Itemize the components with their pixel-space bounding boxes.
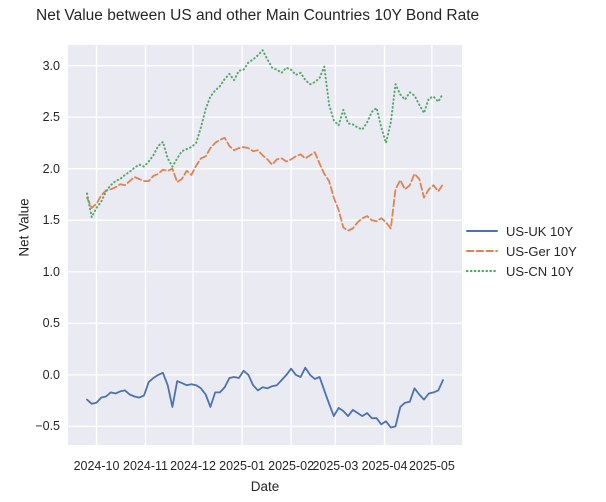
y-tick-label: 0.0 [42,367,60,382]
legend-line-sample-dashed [466,249,498,253]
y-tick-label: 2.0 [42,161,60,176]
x-tick-label: 2025-05 [408,459,455,473]
legend-item-us-uk: US-UK 10Y [466,221,577,241]
y-tick-label: 2.5 [42,110,60,125]
series-line-us-cn-10y [86,49,444,219]
y-axis-label: Net Value [16,197,32,257]
x-tick-label: 2024-10 [73,459,120,473]
series-line-us-uk-10y [86,366,444,429]
legend-label: US-CN 10Y [506,263,574,279]
series-line-us-ger-10y [86,136,444,232]
legend-item-us-ger: US-Ger 10Y [466,241,577,261]
legend-label: US-Ger 10Y [506,243,577,259]
x-tick-label: 2024-12 [170,459,216,473]
y-tick-label: 0.5 [42,316,60,331]
legend-line-sample-dotted [466,269,498,273]
y-tick-label: 3.0 [42,58,60,73]
legend-label: US-UK 10Y [506,223,574,239]
chart-title: Net Value between US and other Main Coun… [36,7,480,24]
legend-item-us-cn: US-CN 10Y [466,261,577,281]
legend: US-UK 10Y US-Ger 10Y US-CN 10Y [466,221,577,281]
x-tick-label: 2025-04 [361,459,408,473]
x-axis-label: Date [250,479,280,494]
x-tick-label: 2024-11 [123,459,168,473]
y-tick-label: −0.5 [35,419,60,434]
x-tick-label: 2025-01 [219,459,266,473]
x-tick-label: 2025-03 [312,459,359,473]
x-tick-label: 2025-02 [268,459,315,473]
legend-line-sample-solid [466,229,498,233]
y-tick-label: 1.0 [42,264,60,279]
plot-background [68,45,462,445]
y-tick-label: 1.5 [42,213,60,228]
